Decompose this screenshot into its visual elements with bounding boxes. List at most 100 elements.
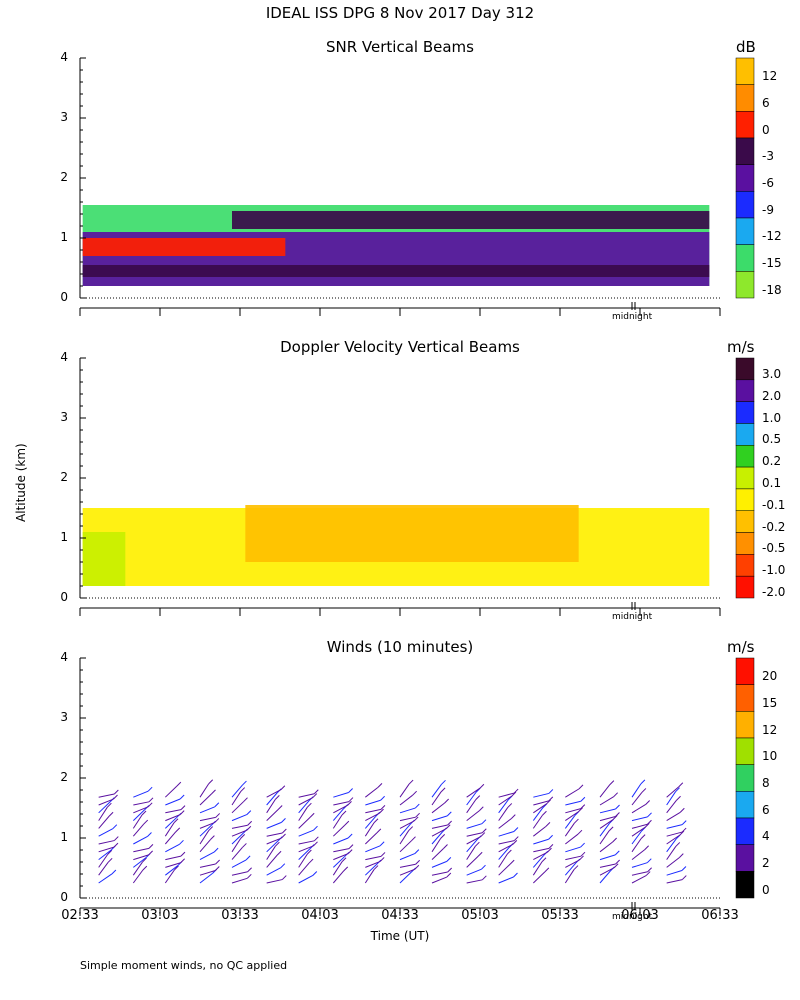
wind-barb-flag [243, 797, 248, 803]
wind-barb [399, 816, 416, 822]
wind-barb [431, 791, 442, 806]
wind-barb [498, 807, 509, 821]
wind-barb [165, 862, 181, 868]
wind-barb-flag [246, 810, 252, 815]
wind-barb [266, 809, 279, 821]
wind-barb [165, 809, 182, 814]
wind-barb-flag [379, 857, 385, 862]
wind-barb-flag [380, 852, 386, 857]
wind-barb [498, 840, 515, 845]
wind-barb-flag [578, 784, 584, 790]
colorbar-swatch [735, 575, 755, 599]
wind-barb [431, 848, 444, 860]
wind-barb [498, 818, 512, 829]
wind-barb-flag [644, 845, 649, 851]
wind-barb-flag [275, 795, 280, 800]
wind-barb [231, 824, 248, 829]
wind-barb-flag [647, 867, 652, 873]
wind-barb [364, 869, 375, 884]
wind-barb-flag [214, 802, 220, 808]
wind-barb [298, 840, 315, 845]
wind-barb-flag [347, 849, 353, 854]
wind-barb-flag [546, 799, 551, 805]
wind-barb [199, 806, 216, 814]
colorbar-swatch [735, 737, 755, 765]
wind-barb [332, 814, 343, 829]
wind-barb-flag [573, 865, 579, 870]
wind-barb [231, 801, 244, 814]
wind-barb [565, 808, 581, 814]
wind-barb [565, 859, 580, 868]
wind-barb-flag [113, 794, 118, 800]
wind-barb-flag [478, 806, 484, 812]
wind-barb [132, 814, 143, 829]
wind-barb [498, 795, 513, 806]
wind-barb-flag [411, 836, 416, 842]
colorbar-swatch [735, 711, 755, 739]
wind-barb-flag [509, 859, 515, 865]
wind-barb [266, 832, 283, 837]
wind-barb [599, 808, 616, 814]
wind-barb [399, 871, 412, 884]
wind-barb [133, 847, 150, 853]
heatmap-cell-0-2 [82, 238, 286, 256]
doppler-units-label: m/s [727, 338, 755, 356]
wind-barb [133, 801, 150, 806]
wind-barb-flag [679, 830, 685, 836]
wind-barb-flag [245, 855, 251, 861]
wind-barb [599, 818, 614, 829]
wind-barb [199, 870, 216, 876]
wind-barb-flag [373, 818, 379, 824]
wind-barb [631, 816, 648, 822]
wind-barb-flag [142, 857, 147, 863]
wind-barb-flag [641, 788, 647, 793]
wind-barb [333, 848, 350, 853]
wind-barb [332, 808, 345, 821]
heatmap-cell-0-3 [232, 211, 710, 229]
wind-barb [298, 797, 314, 806]
wind-barb-flag [213, 847, 219, 853]
wind-barb [565, 811, 579, 822]
wind-barb [532, 861, 543, 876]
wind-barb-flag [577, 829, 583, 835]
wind-barb-flag [246, 825, 252, 831]
wind-barb [266, 845, 276, 860]
wind-barb-flag [214, 818, 220, 823]
wind-barb [533, 851, 548, 861]
wind-barb-flag [147, 786, 153, 792]
wind-barb [599, 796, 614, 806]
wind-barb [365, 786, 379, 798]
wind-barb [599, 815, 616, 822]
wind-barb [133, 857, 147, 868]
colorbar-swatch [735, 466, 755, 490]
wind-barb-flag [578, 807, 583, 812]
wind-barb-flag [111, 869, 117, 875]
wind-barb-flag [415, 859, 421, 865]
wind-barb-flag [147, 802, 153, 808]
wind-barb [98, 806, 108, 821]
wind-barb-flag [548, 844, 554, 849]
wind-barb-flag [380, 795, 385, 801]
wind-barb [332, 824, 346, 837]
wind-barb [498, 830, 515, 837]
wind-barb [164, 816, 178, 829]
wind-barb-flag [179, 839, 184, 845]
wind-barb-flag [481, 819, 487, 825]
wind-barb [431, 831, 443, 845]
wind-barb [199, 824, 212, 837]
wind-barb-flag [348, 797, 354, 802]
wind-barb-flag [379, 808, 384, 814]
colorbar-swatch [735, 445, 755, 468]
wind-barb-flag [281, 828, 287, 834]
wind-barb-flag [107, 857, 113, 863]
wind-barb [365, 855, 382, 861]
wind-barb [666, 838, 677, 853]
wind-barb [666, 831, 683, 837]
wind-barb [466, 855, 479, 868]
wind-barb [498, 792, 515, 798]
wind-barb [133, 836, 148, 845]
colorbar-swatch [735, 164, 755, 192]
wind-barb-flag [447, 867, 453, 873]
wind-barb-flag [276, 850, 282, 856]
wind-barb-flag [481, 875, 487, 881]
